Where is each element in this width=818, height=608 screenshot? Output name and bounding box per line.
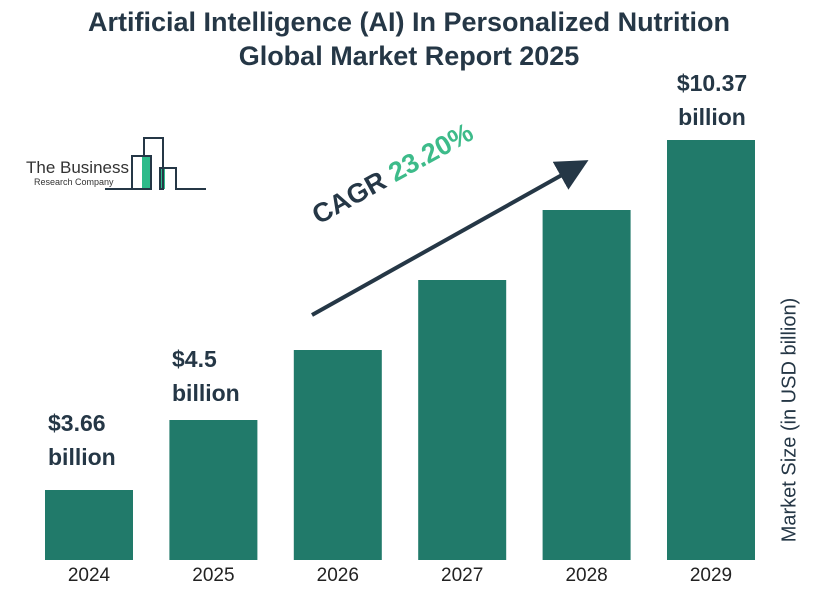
bar-2029 <box>667 140 755 560</box>
logo-text-2: Research Company <box>34 177 114 187</box>
x-tick-2025: 2025 <box>192 565 235 586</box>
x-tick-2029: 2029 <box>689 565 733 586</box>
data-label-2024: $3.66 billion <box>48 410 116 470</box>
bar-2027 <box>418 280 507 560</box>
logo: The Business Research Company <box>26 137 206 190</box>
chart-title: Artificial Intelligence (AI) In Personal… <box>0 5 818 73</box>
data-label-2025: $4.5 billion <box>172 346 240 406</box>
x-tick-2026: 2026 <box>316 565 359 586</box>
bar-2026 <box>293 350 382 560</box>
bar-2025 <box>169 420 258 560</box>
title-line-2: Global Market Report 2025 <box>238 41 580 71</box>
x-tick-2024: 2024 <box>67 565 111 586</box>
y-axis-label: Market Size (in USD billion) <box>778 297 801 543</box>
x-tick-2027: 2027 <box>441 565 484 586</box>
data-label-2029: $10.37 billion <box>676 70 748 130</box>
bar-2024 <box>45 490 133 560</box>
logo-text-1: The Business <box>26 158 129 177</box>
x-tick-2028: 2028 <box>565 565 608 586</box>
cagr-arrow <box>311 160 589 317</box>
title-line-1: Artificial Intelligence (AI) In Personal… <box>87 7 731 37</box>
bar-2028 <box>542 210 631 560</box>
